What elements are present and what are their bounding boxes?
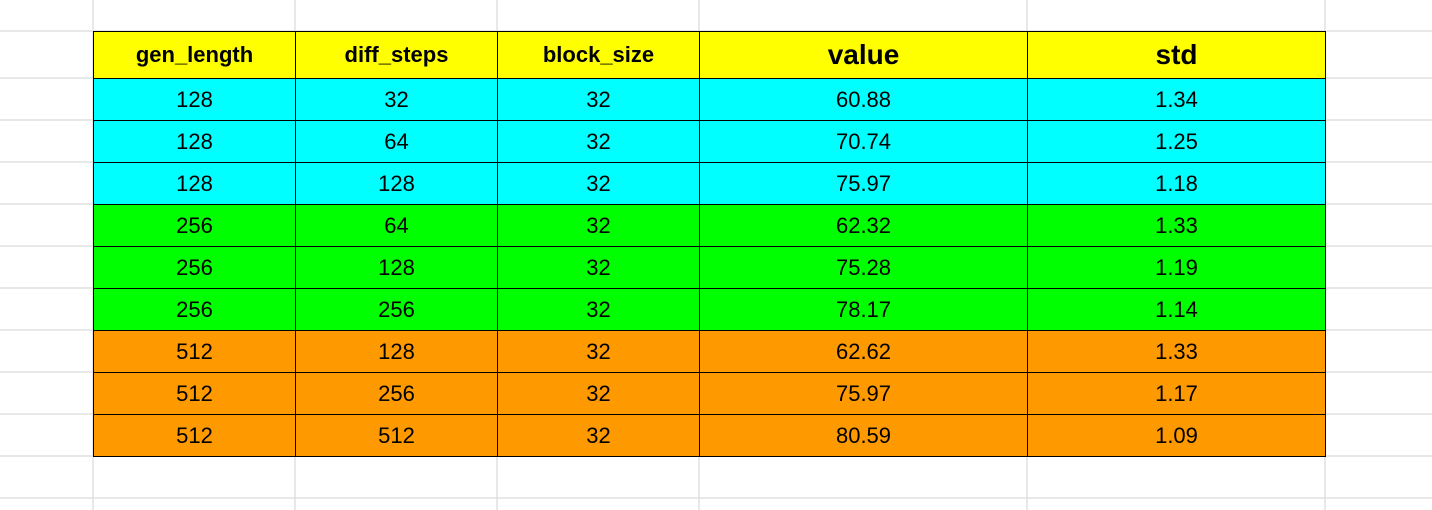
- table-cell: 32: [497, 246, 700, 289]
- table-row: 512 256 32 75.97 1.17: [93, 372, 1326, 415]
- table-cell: 32: [497, 330, 700, 373]
- table-cell: 128: [295, 162, 498, 205]
- table-row: 256 64 32 62.32 1.33: [93, 204, 1326, 247]
- data-table: gen_length diff_steps block_size value std 1…: [93, 31, 1326, 457]
- table-row: 512 128 32 62.62 1.33: [93, 330, 1326, 373]
- header-cell: value: [699, 31, 1028, 79]
- table-cell: 512: [93, 414, 296, 457]
- table-cell: 75.97: [699, 162, 1028, 205]
- table-cell: 1.33: [1027, 330, 1326, 373]
- table-row: 256 256 32 78.17 1.14: [93, 288, 1326, 331]
- table-row: 128 64 32 70.74 1.25: [93, 120, 1326, 163]
- table-cell: 1.19: [1027, 246, 1326, 289]
- header-row: gen_length diff_steps block_size value std: [93, 31, 1326, 79]
- table-cell: 128: [295, 246, 498, 289]
- header-cell: block_size: [497, 31, 700, 79]
- table-cell: 32: [497, 78, 700, 121]
- table-cell: 62.62: [699, 330, 1028, 373]
- table-cell: 32: [497, 120, 700, 163]
- table-cell: 80.59: [699, 414, 1028, 457]
- table-cell: 75.97: [699, 372, 1028, 415]
- table-cell: 1.25: [1027, 120, 1326, 163]
- table-cell: 32: [497, 204, 700, 247]
- table-row: 128 32 32 60.88 1.34: [93, 78, 1326, 121]
- table-cell: 512: [93, 372, 296, 415]
- table-cell: 75.28: [699, 246, 1028, 289]
- table-cell: 78.17: [699, 288, 1028, 331]
- table-cell: 256: [93, 204, 296, 247]
- table-cell: 70.74: [699, 120, 1028, 163]
- table-cell: 1.33: [1027, 204, 1326, 247]
- table-cell: 32: [497, 414, 700, 457]
- header-cell: gen_length: [93, 31, 296, 79]
- table-cell: 128: [93, 120, 296, 163]
- table-cell: 60.88: [699, 78, 1028, 121]
- table-cell: 32: [497, 288, 700, 331]
- table-cell: 1.18: [1027, 162, 1326, 205]
- table-cell: 512: [93, 330, 296, 373]
- table-cell: 32: [497, 372, 700, 415]
- table-cell: 128: [93, 78, 296, 121]
- table-cell: 256: [93, 246, 296, 289]
- table-cell: 128: [295, 330, 498, 373]
- table-cell: 64: [295, 204, 498, 247]
- header-cell: diff_steps: [295, 31, 498, 79]
- table-cell: 1.34: [1027, 78, 1326, 121]
- table-cell: 1.17: [1027, 372, 1326, 415]
- table-cell: 64: [295, 120, 498, 163]
- table-row: 512 512 32 80.59 1.09: [93, 414, 1326, 457]
- table-row: 256 128 32 75.28 1.19: [93, 246, 1326, 289]
- table-cell: 1.09: [1027, 414, 1326, 457]
- table-cell: 62.32: [699, 204, 1028, 247]
- table-cell: 256: [295, 288, 498, 331]
- table-row: 128 128 32 75.97 1.18: [93, 162, 1326, 205]
- table-cell: 32: [295, 78, 498, 121]
- table-cell: 256: [295, 372, 498, 415]
- table-cell: 32: [497, 162, 700, 205]
- table-cell: 512: [295, 414, 498, 457]
- table-cell: 1.14: [1027, 288, 1326, 331]
- header-cell: std: [1027, 31, 1326, 79]
- table-cell: 256: [93, 288, 296, 331]
- table-cell: 128: [93, 162, 296, 205]
